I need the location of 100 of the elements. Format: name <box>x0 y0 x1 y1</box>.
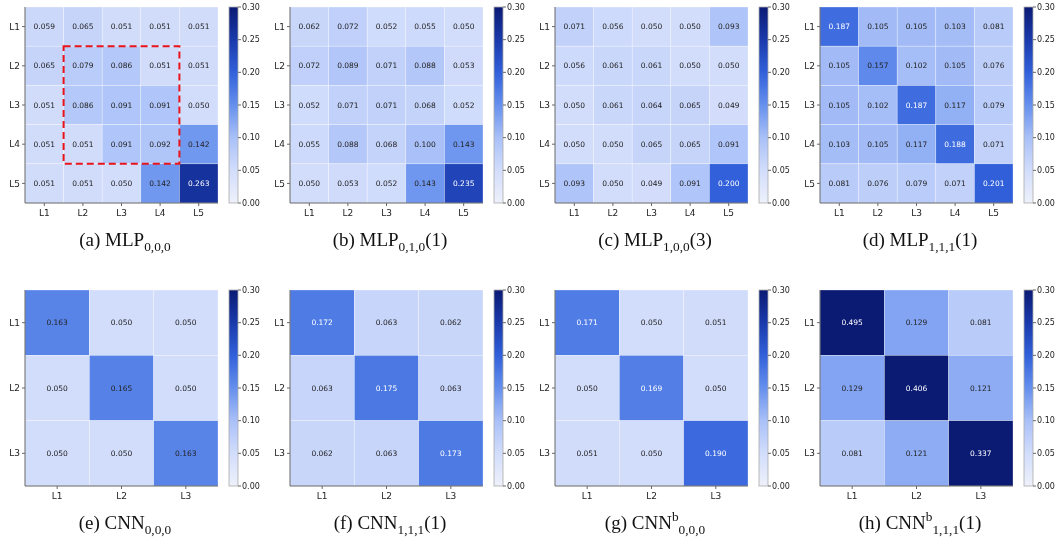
y-tick-label: L4 <box>274 139 286 150</box>
x-tick-label: L1 <box>303 208 315 218</box>
x-tick-label: L2 <box>116 491 127 501</box>
y-tick-label: L5 <box>804 178 815 189</box>
color-bar-label: 0.10 <box>242 416 260 426</box>
color-bar-label: 0.20 <box>507 351 525 361</box>
color-bar-label: 0.20 <box>1037 351 1055 361</box>
color-bar-label: 0.15 <box>507 383 525 393</box>
x-tick-label: L1 <box>568 208 580 218</box>
x-tick-label: L4 <box>684 208 696 218</box>
x-tick-label: L1 <box>38 208 50 218</box>
color-bar-label: 0.00 <box>507 198 525 208</box>
color-bar-label: 0.20 <box>507 68 525 78</box>
y-tick-label: L2 <box>274 383 285 394</box>
color-bar-label: 0.20 <box>772 351 790 361</box>
y-tick-label: L1 <box>804 317 815 328</box>
color-bar-label: 0.25 <box>1037 318 1055 328</box>
text: (d) MLP$_{1,1,1}$(1) <box>862 229 978 254</box>
color-bar-label: 0.00 <box>242 481 260 491</box>
color-bar-label: 0.05 <box>1037 166 1055 176</box>
color-bar-label: 0.25 <box>507 318 525 328</box>
color-bar-label: 0.20 <box>242 68 260 78</box>
y-tick-label: L1 <box>274 21 285 32</box>
color-bar-label: 0.25 <box>242 35 260 45</box>
text: (e) CNN$_{0,0,0}$ <box>78 512 172 537</box>
x-tick-label: L1 <box>846 491 858 501</box>
x-tick-label: L1 <box>316 491 328 501</box>
x-tick-label: L1 <box>581 491 593 501</box>
x-tick-label: L4 <box>419 208 431 218</box>
color-bar-label: 0.10 <box>772 133 790 143</box>
x-tick-label: L2 <box>381 491 392 501</box>
y-tick-label: L1 <box>9 317 20 328</box>
color-bar-label: 0.05 <box>772 449 790 459</box>
color-bar-label: 0.10 <box>1037 416 1055 426</box>
color-bar-label: 0.25 <box>242 318 260 328</box>
y-tick-label: L1 <box>539 317 550 328</box>
color-bar-label: 0.10 <box>507 416 525 426</box>
color-bar-label: 0.15 <box>772 100 790 110</box>
color-bar-label: 0.30 <box>242 285 260 295</box>
color-bar-label: 0.25 <box>772 35 790 45</box>
color-bar-label: 0.20 <box>242 351 260 361</box>
y-tick-label: L2 <box>804 60 815 71</box>
text: (a) MLP$_{0,0,0}$ <box>79 229 172 254</box>
x-tick-label: L5 <box>988 208 1000 218</box>
y-tick-label: L3 <box>274 100 285 111</box>
x-tick-label: L5 <box>723 208 735 218</box>
y-tick-label: L3 <box>804 100 815 111</box>
y-tick-label: L3 <box>804 448 815 459</box>
x-tick-label: L3 <box>911 208 922 218</box>
color-bar-label: 0.20 <box>772 68 790 78</box>
y-tick-label: L5 <box>274 178 285 189</box>
y-tick-label: L3 <box>9 448 20 459</box>
y-tick-label: L2 <box>9 60 20 71</box>
color-bar-label: 0.30 <box>1037 2 1055 12</box>
color-bar-label: 0.25 <box>1037 35 1055 45</box>
color-bar-label: 0.05 <box>507 166 525 176</box>
x-tick-label: L2 <box>646 491 657 501</box>
y-tick-label: L2 <box>539 60 550 71</box>
y-tick-label: L4 <box>9 139 21 150</box>
color-bar-label: 0.00 <box>1037 481 1055 491</box>
x-tick-label: L2 <box>77 208 89 218</box>
color-bar-label: 0.30 <box>242 2 260 12</box>
x-tick-label: L4 <box>949 208 961 218</box>
x-tick-label: L3 <box>116 208 127 218</box>
x-tick-label: L3 <box>381 208 392 218</box>
x-tick-label: L3 <box>445 491 457 501</box>
color-bar-label: 0.25 <box>772 318 790 328</box>
x-tick-label: L4 <box>154 208 166 218</box>
color-bar-label: 0.15 <box>242 100 260 110</box>
color-bar-label: 0.10 <box>1037 133 1055 143</box>
color-bar-label: 0.30 <box>772 285 790 295</box>
y-tick-label: L2 <box>274 60 285 71</box>
text: (c) MLP$_{1,0,0}$(3) <box>598 229 712 254</box>
color-bar-label: 0.30 <box>772 2 790 12</box>
text: (f) CNN$_{1,1,1}$(1) <box>333 512 447 537</box>
color-bar-label: 0.30 <box>507 285 525 295</box>
y-tick-label: L3 <box>9 100 20 111</box>
y-tick-label: L3 <box>539 448 550 459</box>
text: (b) MLP$_{0,1,0}$(1) <box>332 229 448 254</box>
x-tick-label: L3 <box>646 208 657 218</box>
color-bar-label: 0.05 <box>772 166 790 176</box>
y-tick-label: L3 <box>274 448 285 459</box>
x-tick-label: L3 <box>180 491 192 501</box>
color-bar-label: 0.15 <box>772 383 790 393</box>
y-tick-label: L2 <box>804 383 815 394</box>
color-bar-label: 0.05 <box>242 166 260 176</box>
color-bar-label: 0.00 <box>772 481 790 491</box>
y-tick-label: L3 <box>539 100 550 111</box>
color-bar-label: 0.20 <box>1037 68 1055 78</box>
color-bar-label: 0.10 <box>507 133 525 143</box>
y-tick-label: L1 <box>539 21 550 32</box>
color-bar-label: 0.10 <box>772 416 790 426</box>
color-bar-label: 0.25 <box>507 35 525 45</box>
color-bar-label: 0.05 <box>242 449 260 459</box>
x-tick-label: L2 <box>607 208 619 218</box>
y-tick-label: L1 <box>274 317 285 328</box>
color-bar-label: 0.30 <box>507 2 525 12</box>
color-bar-label: 0.00 <box>1037 198 1055 208</box>
x-tick-label: L5 <box>193 208 205 218</box>
color-bar-label: 0.10 <box>242 133 260 143</box>
